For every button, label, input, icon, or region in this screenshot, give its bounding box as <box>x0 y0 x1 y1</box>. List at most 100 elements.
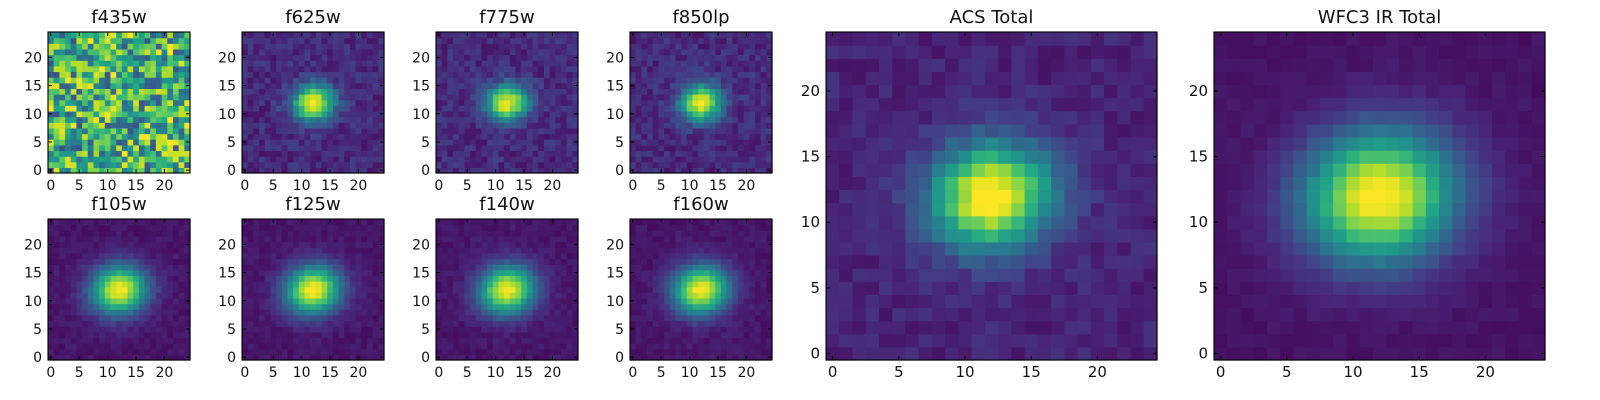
heatmap-cell <box>178 269 185 276</box>
heatmap-cell <box>453 82 460 89</box>
heatmap-cell <box>635 167 642 174</box>
heatmap-cell <box>155 252 163 260</box>
heatmap-cell <box>167 144 174 152</box>
heatmap-cell <box>310 337 317 344</box>
heatmap-cell <box>167 122 174 129</box>
heatmap-cell <box>355 247 362 254</box>
heatmap-cell <box>172 269 180 276</box>
heatmap-cell <box>127 144 134 152</box>
heatmap-cell <box>504 297 511 305</box>
heatmap-cell <box>509 127 517 135</box>
heatmap-cell <box>720 161 728 168</box>
heatmap-cell <box>470 219 477 226</box>
heatmap-cell <box>726 331 733 339</box>
heatmap-cell <box>298 230 306 237</box>
heatmap-cell <box>93 297 100 305</box>
heatmap-cell <box>378 337 385 344</box>
heatmap-cell <box>138 82 146 89</box>
heatmap-cell <box>59 275 66 282</box>
heatmap-cell <box>281 71 289 78</box>
heatmap-cell <box>65 161 72 168</box>
heatmap-cell <box>178 37 185 44</box>
heatmap-cell <box>743 326 750 333</box>
heatmap-cell <box>178 60 185 67</box>
heatmap-cell <box>65 303 72 310</box>
heatmap-cell <box>242 77 249 84</box>
heatmap-cell <box>515 65 522 73</box>
heatmap-cell <box>315 71 323 78</box>
heatmap-cell <box>184 343 191 350</box>
heatmap-cell <box>361 264 368 271</box>
heatmap-cell <box>242 320 249 327</box>
heatmap-cell <box>298 71 306 78</box>
heatmap-cell <box>754 60 762 67</box>
heatmap-cell <box>464 65 471 73</box>
plot-frame <box>435 31 579 174</box>
heatmap-cell <box>526 99 534 106</box>
heatmap-cell <box>549 77 556 84</box>
heatmap-cell <box>150 133 157 140</box>
heatmap-cell <box>99 309 106 316</box>
heatmap-cell <box>549 247 556 254</box>
heatmap-cell <box>366 77 374 84</box>
heatmap-cell <box>515 286 522 293</box>
heatmap-cell <box>726 32 733 39</box>
heatmap-cell <box>766 286 773 293</box>
heatmap-cell <box>53 110 60 118</box>
heatmap-cell <box>475 297 483 305</box>
heatmap-cell <box>65 219 72 226</box>
heatmap-cell <box>264 297 271 305</box>
heatmap-cell <box>138 127 146 135</box>
heatmap-cell <box>481 167 488 174</box>
heatmap-cell <box>487 297 494 305</box>
heatmap-cell <box>647 54 654 61</box>
heatmap-cell <box>48 331 55 339</box>
heatmap-cell <box>82 343 89 350</box>
heatmap-cell <box>681 292 688 299</box>
heatmap-cell <box>161 264 168 271</box>
y-tick-label: 15 <box>412 79 430 95</box>
heatmap-cell <box>247 32 254 39</box>
heatmap-cell <box>167 314 174 322</box>
heatmap-cell <box>321 331 328 339</box>
heatmap-cell <box>161 303 168 310</box>
heatmap-cell <box>253 150 260 157</box>
heatmap-cell <box>555 43 562 50</box>
heatmap-cell <box>566 314 573 322</box>
heatmap-cell <box>532 258 539 265</box>
heatmap-cell <box>366 241 374 248</box>
heatmap-cell <box>366 314 374 322</box>
heatmap-cell <box>749 127 756 135</box>
heatmap-cell <box>635 43 642 50</box>
heatmap-cell <box>349 77 357 84</box>
heatmap-cell <box>532 122 539 129</box>
heatmap-cell <box>361 133 368 140</box>
heatmap-cell <box>287 65 294 73</box>
heatmap-cell <box>70 71 77 78</box>
heatmap-cell <box>48 348 55 355</box>
heatmap-cell <box>641 337 648 344</box>
heatmap-cell <box>76 127 83 135</box>
heatmap-cell <box>509 275 517 282</box>
heatmap-cell <box>692 144 699 152</box>
heatmap-cell <box>692 326 699 333</box>
heatmap-cell <box>669 297 677 305</box>
heatmap-cell <box>133 37 140 44</box>
heatmap-cell <box>549 43 556 50</box>
heatmap-cell <box>167 269 174 276</box>
heatmap-cell <box>732 139 739 146</box>
heatmap-cell <box>692 110 699 118</box>
heatmap-cell <box>464 71 471 78</box>
heatmap-cell <box>99 354 106 361</box>
heatmap-cell <box>276 247 283 254</box>
heatmap-cell <box>549 82 556 89</box>
heatmap-cell <box>361 37 368 44</box>
heatmap-cell <box>453 219 460 226</box>
x-tick-label: 20 <box>738 178 756 194</box>
heatmap-cell <box>355 286 362 293</box>
heatmap-cell <box>332 156 340 163</box>
heatmap-cell <box>652 303 659 310</box>
heatmap-cell <box>321 139 328 146</box>
heatmap-cell <box>652 60 659 67</box>
heatmap-cell <box>315 133 323 140</box>
